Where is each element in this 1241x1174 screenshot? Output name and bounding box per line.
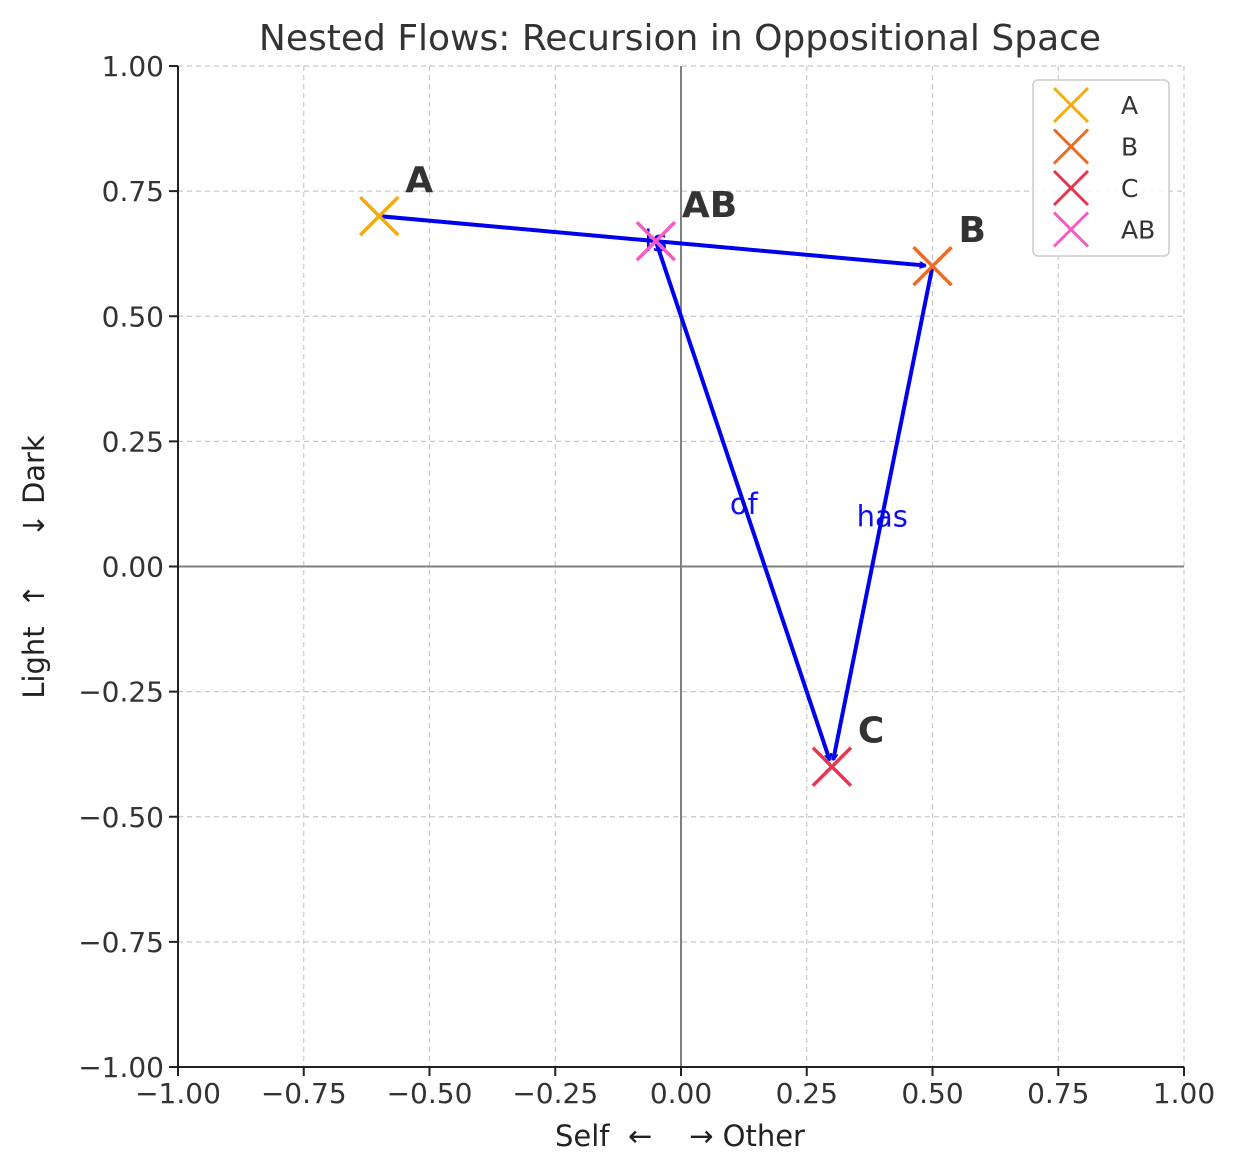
edges: isofhas [379, 214, 935, 760]
point-marker-B [912, 245, 953, 287]
marker-stroke [1052, 86, 1090, 124]
legend-marker-B [1052, 128, 1090, 165]
y-tick-label: −0.50 [78, 801, 164, 834]
point-marker-A [358, 195, 400, 237]
marker-stroke [811, 746, 853, 787]
edge-label-of: of [730, 487, 759, 521]
zero-lines [178, 66, 1184, 1067]
marker-stroke [1052, 211, 1090, 248]
edge-label-has: has [857, 499, 908, 533]
point-marker-C [811, 746, 853, 787]
legend-marker-C [1052, 169, 1090, 207]
edge-B-C [833, 265, 935, 760]
y-tick-label: −0.25 [78, 676, 164, 709]
point-label-B: B [959, 210, 986, 251]
x-tick-label: 0.50 [901, 1077, 963, 1110]
x-axis-label: Self ← → Other [555, 1119, 805, 1153]
legend-label-B: B [1121, 133, 1138, 162]
edge-AB-C [653, 240, 830, 760]
x-tick-label: −1.00 [135, 1077, 221, 1110]
point-label-A: A [405, 160, 433, 201]
legend-label-C: C [1121, 174, 1138, 203]
point-marker-AB [635, 220, 677, 262]
y-tick-label: 0.75 [102, 175, 164, 208]
x-tick-label: 0.00 [650, 1077, 712, 1110]
legend-label-AB: AB [1121, 216, 1155, 245]
y-tick-label: 0.00 [102, 551, 164, 584]
x-tick-label: −0.25 [512, 1077, 598, 1110]
legend-label-A: A [1121, 91, 1138, 120]
x-tick-label: 1.00 [1153, 1077, 1215, 1110]
marker-stroke [1052, 169, 1090, 207]
x-tick-label: 0.25 [776, 1077, 838, 1110]
x-tick-label: 0.75 [1027, 1077, 1089, 1110]
legend-marker-AB [1052, 211, 1090, 248]
x-tick-label: −0.75 [261, 1077, 347, 1110]
y-tick-label: 0.25 [102, 425, 164, 458]
marker-stroke [1052, 128, 1090, 165]
marker-stroke [912, 245, 953, 287]
x-tick-label: −0.50 [387, 1077, 473, 1110]
point-label-C: C [858, 711, 884, 752]
y-tick-label: 0.50 [102, 300, 164, 333]
y-tick-label: 1.00 [102, 50, 164, 83]
marker-stroke [635, 220, 677, 262]
axes: −1.00−1.00 −0.75 −0.75 −0.50 −0.50 −0.25 −0.25… [78, 50, 1215, 1110]
y-axis-label: Light ↑ ↓ Dark [17, 435, 51, 699]
legend-box [1032, 79, 1170, 257]
y-tick-label: −1.00 [78, 1051, 164, 1084]
point-label-AB: AB [682, 185, 737, 226]
y-tick-label: −0.75 [78, 926, 164, 959]
chart-title: Nested Flows: Recursion in Oppositional … [259, 18, 1101, 59]
legend-marker-A [1052, 86, 1090, 124]
edge-A-B [379, 214, 925, 265]
marker-stroke [358, 195, 400, 237]
